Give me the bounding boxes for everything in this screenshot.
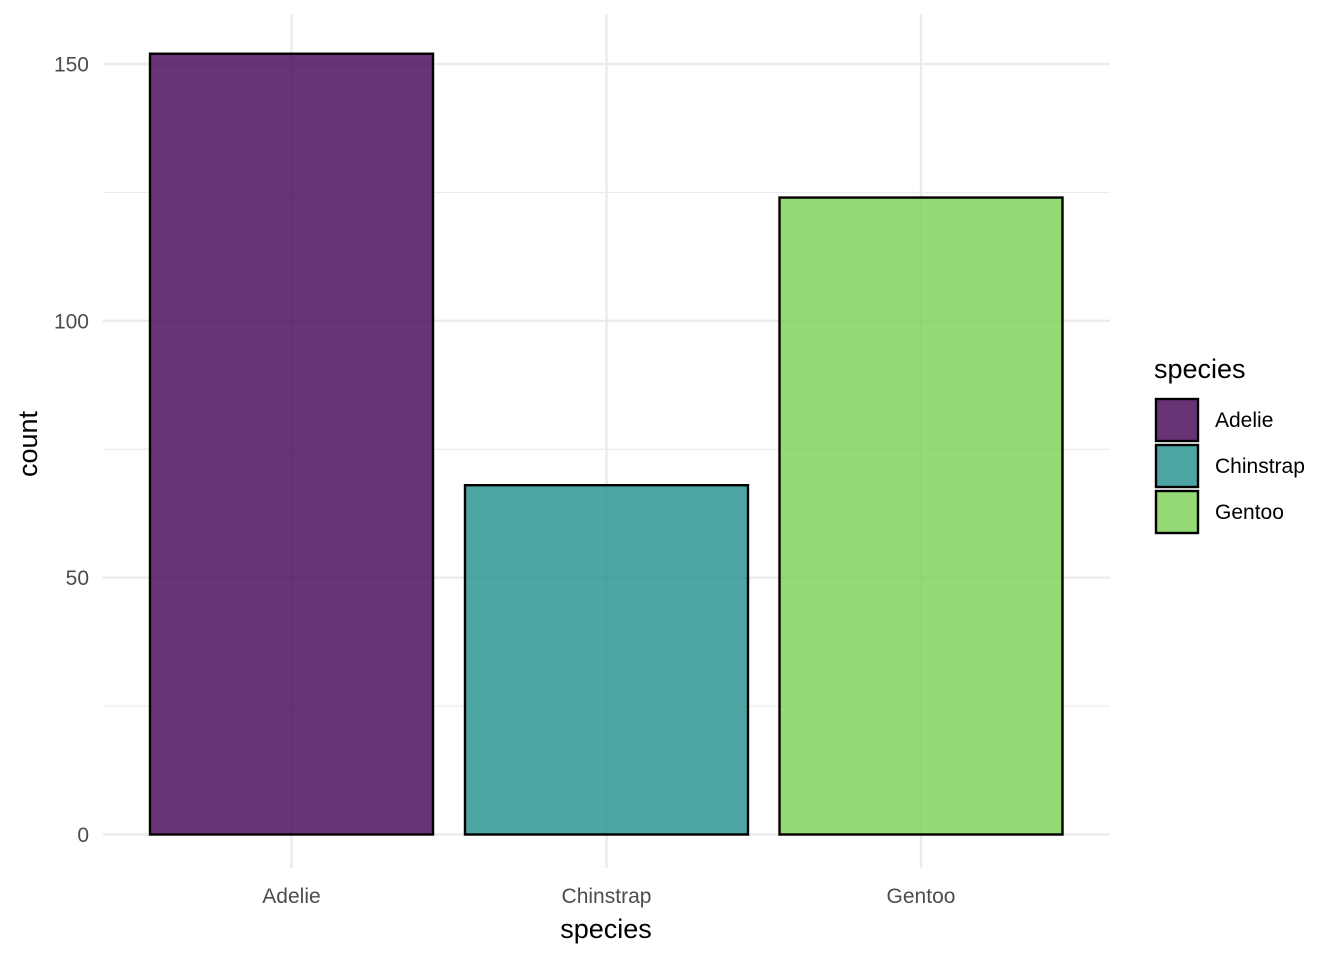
bar-chinstrap — [463, 484, 750, 836]
y-tick-label: 100 — [54, 310, 89, 333]
legend-key — [1154, 397, 1200, 443]
y-tick-label: 0 — [77, 824, 89, 847]
x-tick-label: Adelie — [262, 885, 320, 908]
x-tick-label: Gentoo — [887, 885, 956, 908]
y-axis-ticks: 0 50 100 150 — [54, 54, 89, 848]
y-axis-title: count — [13, 410, 43, 477]
legend-title: species — [1154, 354, 1246, 384]
bar-gentoo — [778, 196, 1064, 836]
x-tick-label: Chinstrap — [562, 885, 652, 908]
legend-label: Chinstrap — [1215, 455, 1305, 478]
bar-adelie — [148, 52, 435, 836]
x-axis-ticks: Adelie Chinstrap Gentoo — [262, 885, 955, 908]
legend-key — [1154, 489, 1200, 535]
legend-label: Adelie — [1215, 409, 1273, 432]
y-tick-label: 150 — [54, 54, 89, 77]
bars — [148, 52, 1064, 836]
y-tick-label: 50 — [66, 567, 89, 590]
x-axis-title: species — [560, 914, 652, 944]
legend: species Adelie Chinstrap Gentoo — [1154, 354, 1305, 535]
legend-item-adelie: Adelie — [1154, 397, 1273, 443]
legend-entries: Adelie Chinstrap Gentoo — [1154, 397, 1305, 535]
legend-item-chinstrap: Chinstrap — [1154, 443, 1305, 489]
legend-label: Gentoo — [1215, 501, 1284, 524]
legend-key — [1154, 443, 1200, 489]
legend-item-gentoo: Gentoo — [1154, 489, 1284, 535]
